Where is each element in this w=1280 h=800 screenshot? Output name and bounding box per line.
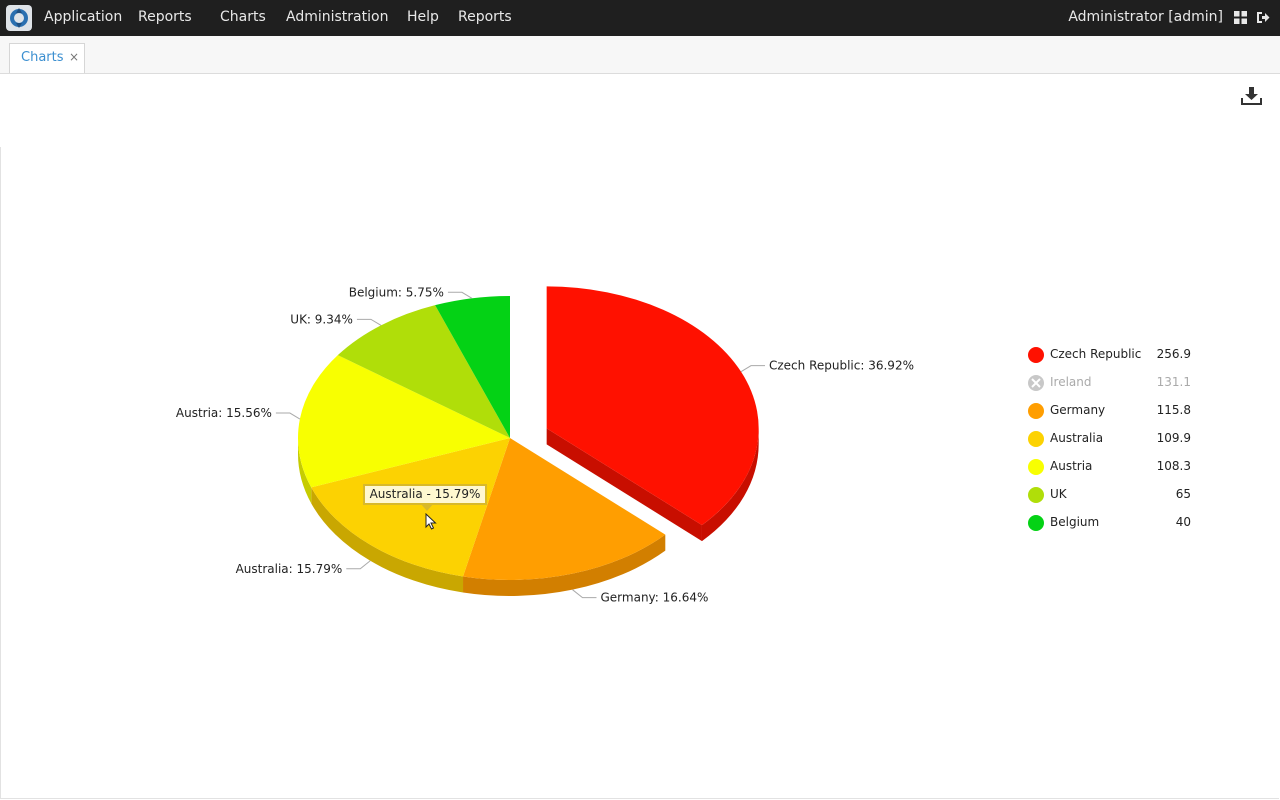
slice-label-1: Germany: 16.64% [601, 591, 709, 605]
slice-label-line-1 [572, 589, 597, 599]
legend-label: UK [1050, 487, 1067, 501]
legend-item[interactable]: Czech Republic 256.9 [1027, 345, 1197, 365]
legend-label: Belgium [1050, 515, 1100, 529]
legend-label: Ireland [1050, 375, 1092, 389]
grid-icon[interactable] [1234, 11, 1247, 24]
legend-value: 256.9 [1156, 347, 1191, 361]
pie-slice-side-1 [463, 534, 666, 596]
tab-label: Charts [21, 50, 64, 65]
legend-label: Austria [1050, 459, 1093, 473]
pie-slice-wall-0-1 [546, 428, 702, 542]
mouse-cursor-icon [425, 513, 437, 530]
pie-slice-1[interactable] [463, 438, 666, 580]
legend-item[interactable]: UK 65 [1027, 485, 1197, 505]
legend-value: 109.9 [1156, 431, 1191, 445]
legend-item[interactable]: Germany 115.8 [1027, 401, 1197, 421]
legend-item[interactable]: Belgium 40 [1027, 513, 1197, 533]
legend-label: Germany [1050, 403, 1106, 417]
legend-item[interactable]: Australia 109.9 [1027, 429, 1197, 449]
tab-close-icon[interactable]: × [69, 50, 80, 64]
legend-marker [1028, 487, 1044, 503]
pie-slice-4[interactable] [337, 305, 510, 438]
app-logo-icon[interactable] [6, 5, 32, 31]
slice-label-line-2 [346, 560, 371, 570]
slice-label-5: Belgium: 5.75% [349, 285, 444, 299]
pie-slice-side-0 [701, 428, 759, 542]
tab-bar: Charts × [0, 36, 1280, 74]
legend-item[interactable]: Ireland 131.1 [1027, 373, 1197, 393]
slice-label-line-3 [275, 412, 301, 420]
legend-label: Australia [1050, 431, 1104, 445]
legend-marker-disabled-icon [1028, 375, 1044, 391]
top-menu-bar: Application Reports Charts Administratio… [0, 0, 1280, 36]
slice-label-line-4 [356, 318, 382, 326]
legend-value: 131.1 [1156, 375, 1191, 389]
slice-label-3: Austria: 15.56% [176, 406, 272, 420]
menu-help[interactable]: Help [407, 9, 439, 25]
slice-label-line-5 [447, 291, 473, 299]
pie-slice-5[interactable] [435, 296, 510, 438]
chart-panel [0, 147, 1279, 799]
legend-marker [1028, 431, 1044, 447]
download-icon[interactable] [1240, 86, 1263, 106]
menu-reports[interactable]: Reports [138, 9, 192, 25]
slice-label-4: UK: 9.34% [290, 312, 353, 326]
pie-slice-side-2 [311, 487, 464, 593]
slice-label-0: Czech Republic: 36.92% [769, 359, 914, 373]
legend-value: 65 [1175, 487, 1191, 501]
pie-slice-0[interactable] [546, 286, 759, 526]
menu-charts[interactable]: Charts [220, 9, 266, 25]
tab-charts[interactable]: Charts × [9, 43, 85, 73]
legend-value: 115.8 [1156, 403, 1191, 417]
pie-slice-3[interactable] [298, 355, 510, 488]
legend-marker [1028, 459, 1044, 475]
chart-tooltip: Australia - 15.79% [363, 484, 487, 505]
menu-administration[interactable]: Administration [286, 9, 389, 25]
pie-slice-2[interactable] [311, 438, 510, 577]
legend-value: 40 [1175, 515, 1191, 529]
slice-label-2: Australia: 15.79% [236, 562, 343, 576]
legend-item[interactable]: Austria 108.3 [1027, 457, 1197, 477]
tooltip-pointer [420, 503, 434, 511]
pie-slice-side-3 [298, 438, 312, 504]
logout-icon[interactable] [1256, 11, 1270, 24]
legend-marker [1028, 515, 1044, 531]
legend-label: Czech Republic [1050, 347, 1142, 361]
menu-reports-2[interactable]: Reports [458, 9, 512, 25]
menu-application[interactable]: Application [44, 9, 123, 25]
legend-marker [1028, 347, 1044, 363]
slice-label-line-0 [740, 365, 766, 373]
legend-value: 108.3 [1156, 459, 1191, 473]
user-name[interactable]: Administrator [admin] [1068, 9, 1223, 25]
legend-marker [1028, 403, 1044, 419]
